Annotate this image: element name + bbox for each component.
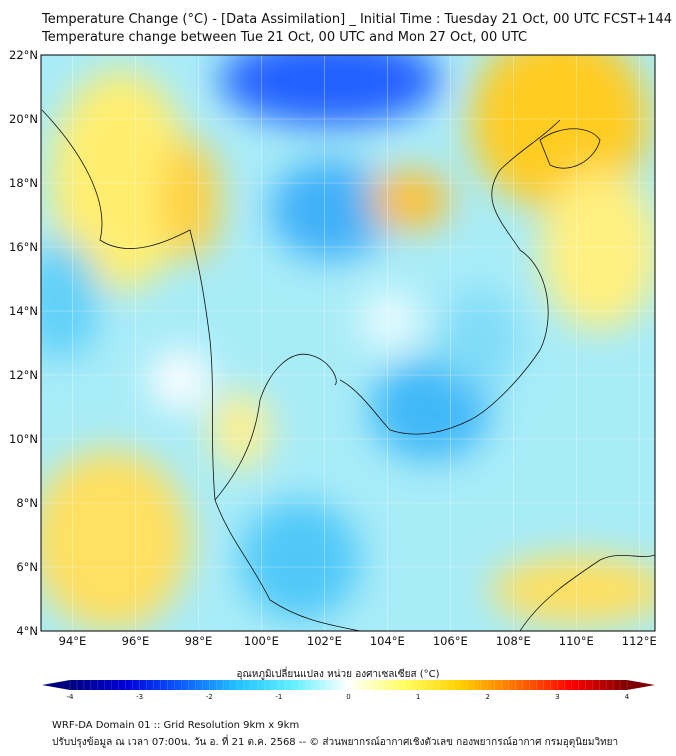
longitude-label: 98°E bbox=[185, 634, 213, 648]
colorbar-tick-label: -4 bbox=[67, 693, 75, 701]
longitude-label: 104°E bbox=[370, 634, 405, 648]
temperature-anomaly-region bbox=[240, 500, 360, 620]
latitude-label: 8°N bbox=[16, 496, 38, 510]
map-frame bbox=[40, 54, 656, 632]
temperature-anomaly-region bbox=[160, 140, 220, 260]
temperature-anomaly-region bbox=[41, 240, 100, 360]
temperature-anomaly-region bbox=[150, 350, 210, 410]
colorbar-gradient bbox=[70, 680, 627, 690]
colorbar-tick-label: -1 bbox=[275, 693, 282, 701]
latitude-label: 16°N bbox=[9, 240, 38, 254]
latitude-label: 18°N bbox=[9, 176, 38, 190]
latitude-label: 22°N bbox=[9, 48, 38, 62]
latitude-label: 14°N bbox=[9, 304, 38, 318]
coastline bbox=[41, 109, 561, 631]
colorbar-tick-label: 0 bbox=[346, 693, 350, 701]
footer-credit: ปรับปรุงข้อมูล ณ เวลา 07:00น. วัน อ. ที่… bbox=[52, 737, 619, 748]
longitude-label: 112°E bbox=[622, 634, 657, 648]
latitude-label: 10°N bbox=[9, 432, 38, 446]
latitude-label: 4°N bbox=[16, 624, 38, 638]
colorbar-tick-label: 4 bbox=[625, 693, 630, 701]
chart-subtitle: Temperature change between Tue 21 Oct, 0… bbox=[42, 30, 528, 45]
heatmap-field bbox=[41, 55, 655, 631]
temperature-anomaly-region bbox=[270, 160, 390, 260]
longitude-label: 106°E bbox=[433, 634, 468, 648]
longitude-label: 94°E bbox=[59, 634, 87, 648]
latitude-labels: 4°N 6°N 8°N 10°N 12°N 14°N 16°N 18°N 20°N 22°N bbox=[9, 48, 38, 638]
longitude-labels: 94°E 96°E 98°E 100°E 102°E 104°E 106°E 108°E 110… bbox=[59, 634, 657, 648]
temperature-anomaly-region bbox=[50, 70, 190, 290]
latitude-label: 6°N bbox=[16, 560, 38, 574]
temperature-anomaly-region bbox=[370, 360, 490, 460]
colorbar-tick-label: -3 bbox=[136, 693, 143, 701]
longitude-label: 108°E bbox=[496, 634, 531, 648]
footer-model-info: WRF-DA Domain 01 :: Grid Resolution 9km … bbox=[52, 720, 300, 731]
colorbar-max-arrow bbox=[627, 680, 655, 690]
colorbar-tick-label: 2 bbox=[486, 693, 490, 701]
colorbar-tick-label: 3 bbox=[555, 693, 559, 701]
temperature-anomaly-region bbox=[41, 450, 190, 630]
temperature-anomaly-region bbox=[370, 170, 450, 230]
longitude-label: 110°E bbox=[559, 634, 594, 648]
temperature-anomaly-region bbox=[220, 55, 440, 125]
latitude-label: 12°N bbox=[9, 368, 38, 382]
colorbar: -4 -3 -2 -1 0 1 2 3 4 bbox=[42, 680, 655, 701]
hainan-island bbox=[539, 128, 601, 169]
latitude-label: 20°N bbox=[9, 112, 38, 126]
chart-title: Temperature Change (°C) - [Data Assimila… bbox=[42, 12, 672, 27]
colorbar-tick-label: 1 bbox=[416, 693, 420, 701]
temperature-anomaly-region bbox=[490, 555, 655, 625]
coastline-borneo bbox=[519, 554, 655, 631]
longitude-label: 100°E bbox=[244, 634, 279, 648]
colorbar-label: อุณหภูมิเปลี่ยนแปลง หน่วย องศาเซลเซียส (… bbox=[236, 669, 440, 680]
colorbar-tick-label: -2 bbox=[206, 693, 213, 701]
temperature-anomaly-region bbox=[360, 290, 420, 350]
colorbar-min-arrow bbox=[42, 680, 70, 690]
temperature-anomaly-region bbox=[440, 290, 520, 390]
temperature-anomaly-region bbox=[210, 390, 270, 470]
temperature-anomaly-region bbox=[540, 170, 655, 330]
longitude-label: 96°E bbox=[122, 634, 150, 648]
longitude-label: 102°E bbox=[307, 634, 342, 648]
